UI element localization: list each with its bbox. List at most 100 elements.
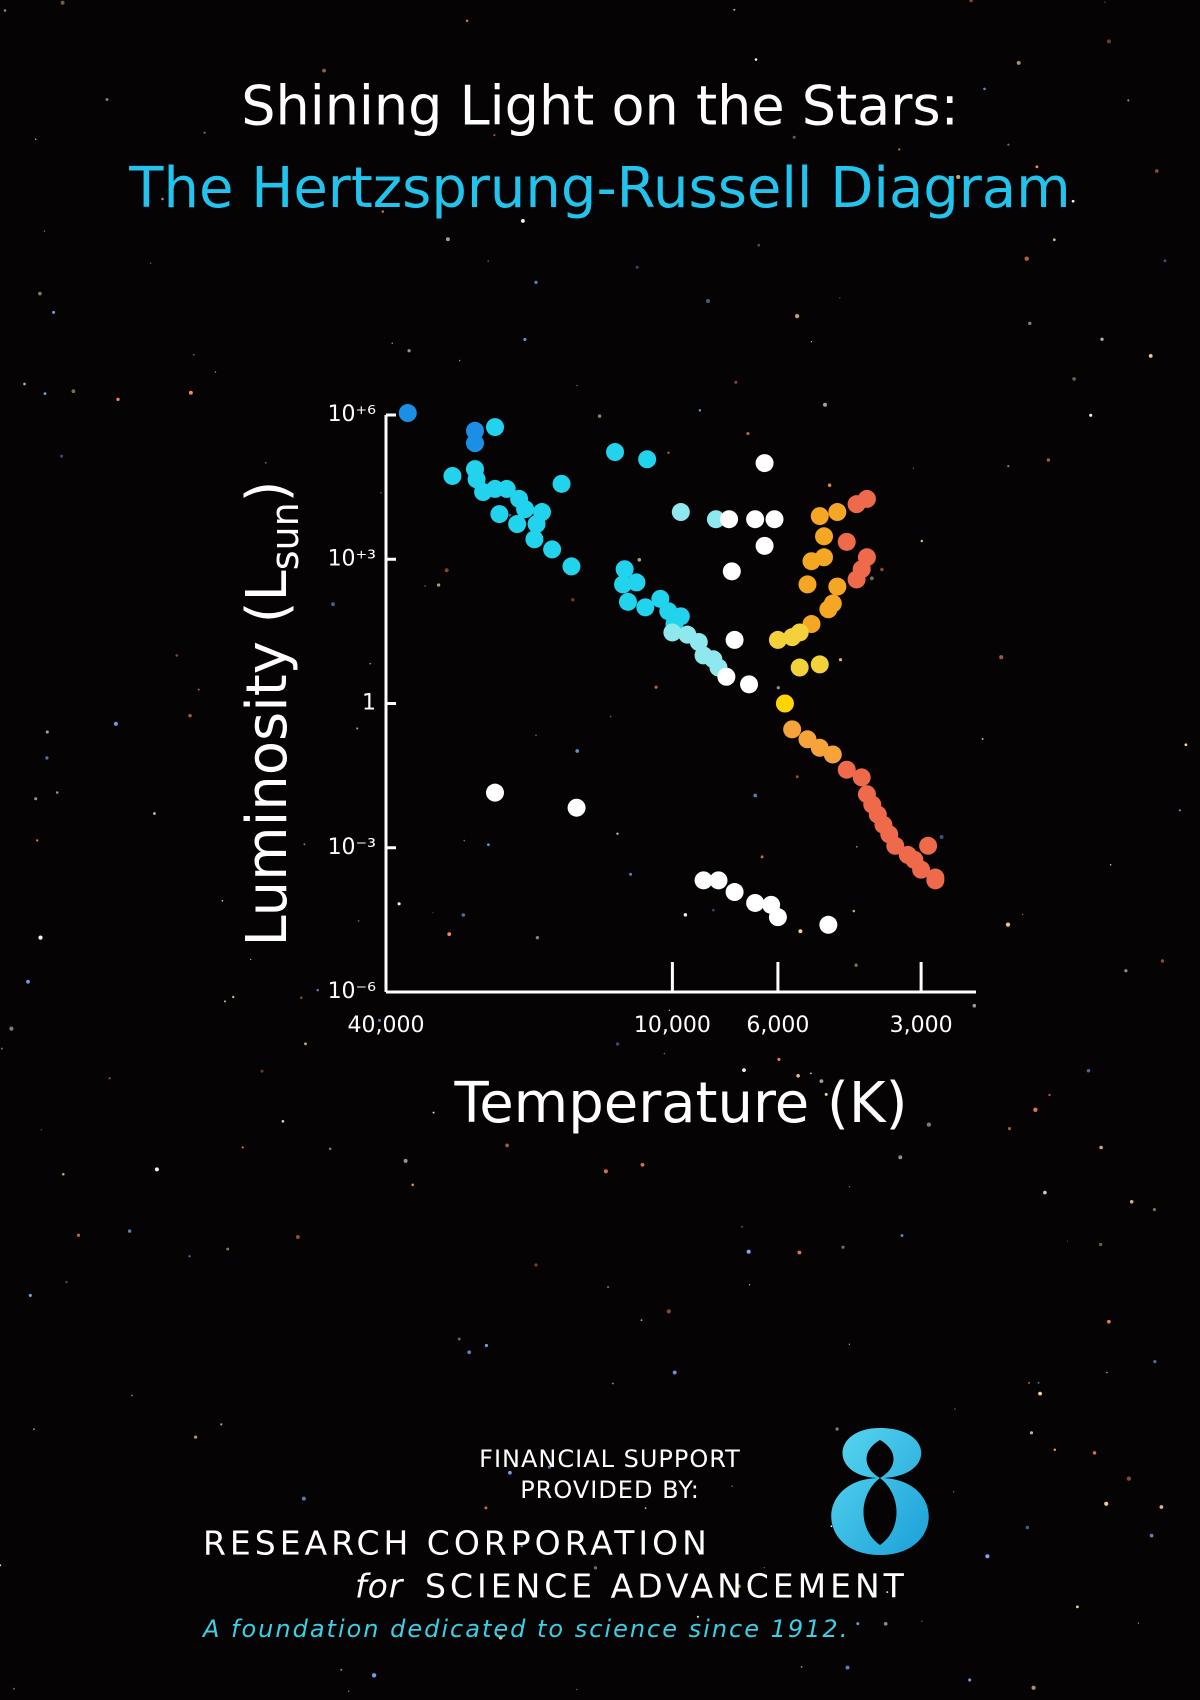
star-point bbox=[746, 893, 765, 912]
y-tick-label: 1 bbox=[362, 691, 376, 716]
star bbox=[798, 929, 803, 934]
star bbox=[40, 1128, 43, 1131]
star bbox=[1022, 913, 1024, 915]
star bbox=[1098, 1242, 1103, 1247]
star-point bbox=[516, 500, 535, 519]
star bbox=[683, 913, 688, 917]
star-point bbox=[823, 745, 842, 764]
star bbox=[712, 908, 715, 912]
star bbox=[520, 218, 525, 223]
star bbox=[535, 734, 537, 736]
star bbox=[963, 175, 968, 180]
org-name: SCIENCE ADVANCEMENT bbox=[425, 1567, 908, 1606]
star bbox=[108, 1076, 111, 1080]
star-point bbox=[725, 883, 744, 902]
star-point bbox=[815, 527, 834, 546]
star bbox=[1033, 1107, 1038, 1112]
star bbox=[505, 1143, 509, 1148]
star bbox=[576, 384, 578, 387]
star-point bbox=[552, 474, 571, 493]
star bbox=[1027, 1381, 1031, 1385]
star bbox=[381, 210, 385, 213]
star bbox=[0, 1564, 2, 1567]
star bbox=[508, 513, 512, 517]
star bbox=[1024, 256, 1029, 261]
star bbox=[1154, 169, 1159, 173]
star bbox=[838, 658, 843, 662]
star bbox=[411, 1183, 414, 1187]
star bbox=[629, 872, 633, 876]
star-point bbox=[465, 421, 484, 440]
star bbox=[322, 68, 327, 73]
star-point bbox=[755, 536, 774, 555]
star bbox=[795, 775, 799, 779]
star bbox=[776, 686, 780, 690]
star bbox=[232, 995, 235, 999]
star bbox=[741, 1225, 743, 1228]
star-point bbox=[919, 836, 938, 855]
star bbox=[62, 1172, 65, 1176]
star-point bbox=[720, 510, 739, 529]
star bbox=[952, 1491, 955, 1493]
star bbox=[445, 237, 450, 242]
star bbox=[635, 265, 639, 269]
star bbox=[1153, 1359, 1157, 1364]
star bbox=[856, 846, 858, 848]
star bbox=[55, 791, 59, 794]
star bbox=[1005, 922, 1011, 927]
star-point bbox=[398, 404, 417, 423]
star bbox=[742, 1068, 746, 1072]
star-point bbox=[497, 479, 516, 498]
star-point bbox=[636, 598, 655, 617]
star-point bbox=[706, 510, 725, 529]
star bbox=[407, 349, 411, 353]
star bbox=[161, 197, 164, 201]
x-tick-label: 3,000 bbox=[890, 1013, 953, 1038]
star bbox=[734, 380, 738, 384]
star bbox=[224, 1000, 226, 1003]
star bbox=[188, 713, 192, 718]
star-point bbox=[614, 575, 633, 594]
star bbox=[663, 1052, 666, 1055]
star-point bbox=[606, 443, 625, 462]
star-point bbox=[847, 570, 866, 589]
star bbox=[972, 1003, 977, 1008]
star-point bbox=[828, 503, 847, 522]
star bbox=[38, 935, 43, 940]
star bbox=[1149, 1533, 1154, 1538]
star-point bbox=[790, 623, 809, 642]
star bbox=[1043, 1190, 1047, 1195]
star bbox=[264, 461, 267, 464]
star bbox=[328, 1147, 332, 1151]
star-point bbox=[465, 434, 484, 453]
star bbox=[746, 432, 750, 436]
star-point bbox=[615, 560, 634, 579]
star-point bbox=[768, 630, 787, 649]
star bbox=[900, 1234, 904, 1237]
star bbox=[461, 913, 466, 917]
x-tick-label: 6,000 bbox=[746, 1013, 809, 1038]
star bbox=[777, 1057, 781, 1061]
star-point bbox=[618, 592, 637, 611]
star bbox=[304, 1042, 307, 1046]
y-tick-label: 10⁻⁶ bbox=[328, 979, 377, 1004]
footer-line: FINANCIAL SUPPORT bbox=[479, 1445, 741, 1473]
star bbox=[127, 1229, 132, 1233]
star bbox=[391, 342, 393, 344]
star bbox=[3, 9, 7, 12]
star bbox=[830, 1525, 833, 1528]
star bbox=[1035, 165, 1039, 169]
star-point bbox=[823, 594, 842, 613]
star bbox=[432, 911, 434, 914]
star bbox=[1160, 959, 1165, 963]
star-point bbox=[525, 530, 544, 549]
star-point bbox=[490, 505, 509, 524]
star-point bbox=[443, 466, 462, 485]
star bbox=[193, 354, 195, 356]
star bbox=[1053, 1448, 1057, 1451]
star bbox=[912, 467, 915, 469]
star bbox=[348, 1690, 350, 1692]
star bbox=[1104, 1, 1106, 4]
star-point bbox=[663, 623, 682, 642]
star bbox=[197, 688, 200, 691]
